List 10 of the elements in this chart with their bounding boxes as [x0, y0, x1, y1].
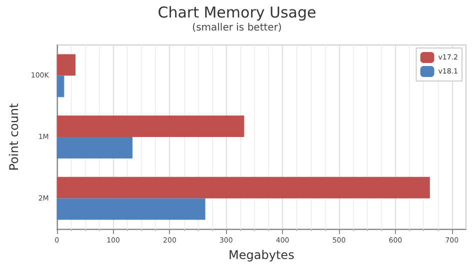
- y-axis-title: Point count: [7, 102, 21, 171]
- chart-subtitle: (smaller is better): [192, 22, 282, 34]
- bar: [56, 137, 132, 158]
- bar: [56, 176, 430, 198]
- bar: [56, 116, 244, 137]
- chart-title: Chart Memory Usage: [158, 4, 316, 22]
- bar: [56, 198, 206, 220]
- x-axis-title: Megabytes: [228, 248, 294, 262]
- bar: [56, 76, 64, 98]
- bar: [56, 54, 76, 76]
